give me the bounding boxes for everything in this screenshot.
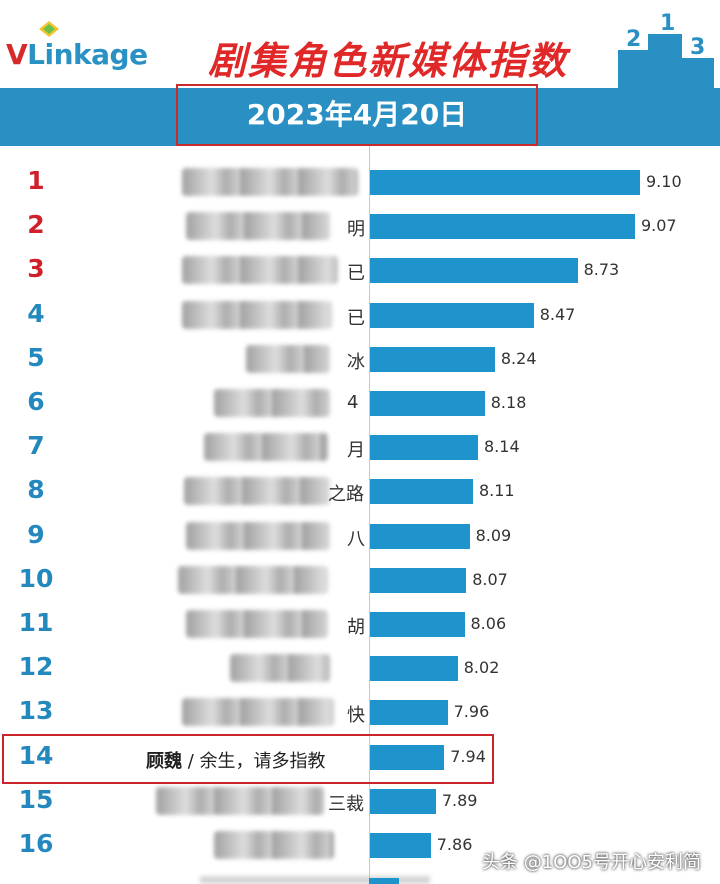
bar-rank-15 xyxy=(370,788,436,814)
blurred-name xyxy=(182,256,338,285)
blurred-name xyxy=(186,521,330,550)
highlighted-role: 顾魏 xyxy=(146,750,182,772)
cut-off-bar xyxy=(369,878,399,884)
value-label: 8.18 xyxy=(490,393,527,412)
chart-title: 剧集角色新媒体指数 xyxy=(208,39,569,83)
blurred-name xyxy=(182,300,332,329)
date-band xyxy=(0,88,720,146)
name-fragment: 明 xyxy=(347,219,365,241)
bar-rank-5 xyxy=(370,346,495,372)
bar-rank-10 xyxy=(370,567,467,593)
name-fragment: 快 xyxy=(347,705,365,727)
bar-rank-7 xyxy=(370,435,478,461)
rank-label: 1 xyxy=(27,166,45,195)
value-label: 8.14 xyxy=(484,437,520,457)
name-fragment: 4 xyxy=(347,392,359,413)
highlight-frame-rank-14 xyxy=(2,734,494,784)
rank-label: 12 xyxy=(18,652,54,682)
rank-label: 15 xyxy=(18,784,54,814)
value-label: 7.86 xyxy=(436,835,473,854)
rank-label: 2 xyxy=(27,210,45,240)
rank-label: 11 xyxy=(18,608,54,637)
chart-date: 2023年4月20日 xyxy=(246,98,468,131)
name-fragment: 胡 xyxy=(347,617,365,638)
blurred-name xyxy=(214,389,330,417)
rank-label: 8 xyxy=(27,475,45,505)
rank-label: 5 xyxy=(27,342,45,372)
value-label: 9.10 xyxy=(646,172,682,191)
blurred-name xyxy=(156,786,324,815)
rank-label: 16 xyxy=(18,829,54,858)
rank-label: 7 xyxy=(27,431,45,461)
blurred-name xyxy=(184,477,330,506)
value-label: 7.96 xyxy=(453,702,490,722)
value-label: 7.89 xyxy=(441,790,478,810)
value-label: 8.47 xyxy=(539,304,576,324)
bar-rank-13 xyxy=(370,700,448,726)
highlighted-name-label: 顾魏 / 余生，请多指教 xyxy=(146,747,326,773)
value-label: 8.02 xyxy=(463,658,500,678)
podium-icon: 2 1 3 xyxy=(618,12,714,88)
blurred-name xyxy=(204,433,328,462)
name-fragment: 冰 xyxy=(347,351,365,373)
rank-label: 3 xyxy=(27,254,45,284)
blurred-name xyxy=(182,698,334,727)
svg-text:1: 1 xyxy=(660,12,675,36)
blurred-name xyxy=(230,654,330,683)
value-label: 8.24 xyxy=(500,348,537,368)
name-fragment: 之路 xyxy=(328,484,364,506)
name-separator: / xyxy=(182,750,200,772)
bar-rank-6 xyxy=(370,391,485,416)
blurred-name xyxy=(186,610,328,638)
bar-rank-4 xyxy=(370,302,534,328)
cut-off-row-blur xyxy=(200,876,430,884)
bar-rank-14 xyxy=(370,744,445,770)
rank-label: 4 xyxy=(27,298,45,328)
rank-label: 6 xyxy=(27,387,45,416)
bar-rank-8 xyxy=(370,479,473,505)
highlighted-drama: 余生，请多指教 xyxy=(199,750,326,772)
date-highlight-frame xyxy=(176,84,538,146)
bar-rank-9 xyxy=(370,523,470,549)
name-fragment: 八 xyxy=(347,528,365,550)
blurred-name xyxy=(178,565,328,594)
chart-header: VLinkage 剧集角色新媒体指数 2 1 3 xyxy=(0,0,720,92)
rank-label: 9 xyxy=(27,519,45,549)
value-label: 8.11 xyxy=(478,481,515,501)
svg-text:2: 2 xyxy=(626,27,641,52)
bar-rank-3 xyxy=(370,258,578,284)
rank-label: 10 xyxy=(18,563,54,593)
value-label: 7.94 xyxy=(450,746,486,766)
bar-rank-2 xyxy=(370,214,635,240)
rank-label: 13 xyxy=(18,696,54,726)
vlinkage-logo: VLinkage xyxy=(6,38,148,71)
value-label: 9.07 xyxy=(640,216,677,236)
name-fragment: 三裁 xyxy=(328,793,364,815)
axis-line xyxy=(369,146,370,884)
blurred-name xyxy=(182,168,358,196)
linkage-logo-icon xyxy=(39,21,59,37)
blurred-name xyxy=(246,344,330,373)
blurred-name xyxy=(214,831,334,859)
rank-label: 14 xyxy=(18,740,54,770)
name-fragment: 已 xyxy=(347,263,365,285)
blurred-name xyxy=(186,212,330,241)
value-label: 8.73 xyxy=(583,260,620,280)
bar-rank-16 xyxy=(370,833,431,858)
bar-rank-1 xyxy=(370,170,640,195)
value-label: 8.06 xyxy=(470,614,507,633)
value-label: 8.07 xyxy=(472,569,508,589)
bar-rank-12 xyxy=(370,656,458,682)
value-label: 8.09 xyxy=(475,525,512,545)
watermark: 头条 @1OO5号开心安利简 xyxy=(482,852,701,873)
svg-text:3: 3 xyxy=(690,35,705,60)
name-fragment: 月 xyxy=(347,440,365,462)
name-fragment: 已 xyxy=(347,307,365,329)
bar-rank-11 xyxy=(370,612,465,637)
